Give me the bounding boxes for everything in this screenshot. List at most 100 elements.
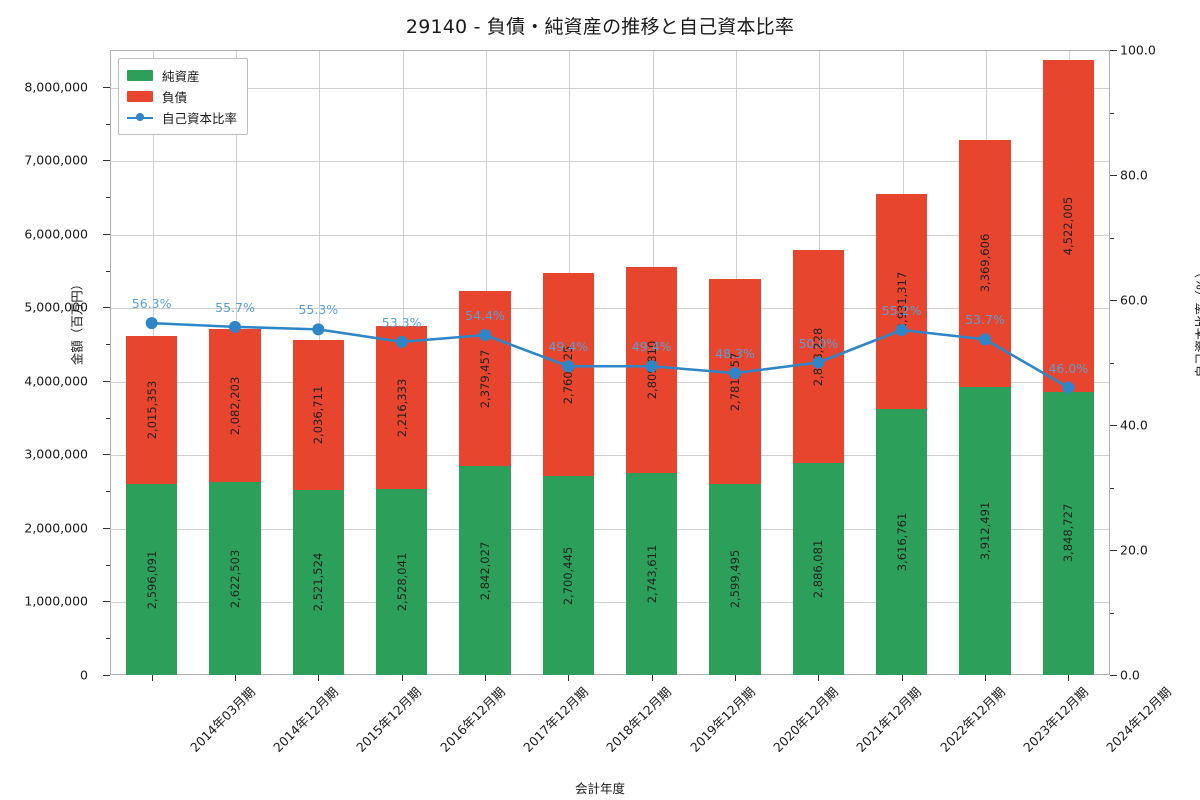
- bar-column[interactable]: 2,596,091 2,015,353: [125, 50, 178, 675]
- equity-ratio-marker[interactable]: [312, 323, 325, 336]
- equity-ratio-marker[interactable]: [812, 356, 825, 369]
- equity-ratio-marker[interactable]: [562, 360, 575, 373]
- legend-item-liabilities[interactable]: 負債: [127, 86, 237, 107]
- x-tick-label: 2017年12月期: [520, 684, 591, 755]
- x-tick-mark: [818, 675, 820, 681]
- equity-ratio-marker[interactable]: [1062, 381, 1075, 394]
- y-tick-mark-left-minor: [106, 197, 110, 199]
- bar-column[interactable]: 3,848,727 4,522,005: [1042, 50, 1095, 675]
- equity-ratio-marker[interactable]: [729, 367, 741, 380]
- bar-segment-equity[interactable]: 2,521,524: [292, 489, 345, 675]
- bar-segment-equity[interactable]: 3,912,491: [959, 387, 1011, 675]
- bar-segment-liabilities[interactable]: 2,015,353: [125, 335, 178, 485]
- y-tick-label-left: 2,000,000: [24, 520, 88, 536]
- bar-column[interactable]: 2,599,495 2,781,857: [709, 50, 761, 675]
- gridline-horizontal: [111, 161, 1109, 163]
- equity-ratio-value-label: 55.7%: [215, 299, 255, 315]
- gridline-horizontal: [111, 234, 1109, 236]
- y-tick-label-right: 60.0: [1120, 292, 1148, 308]
- equity-ratio-marker[interactable]: [979, 333, 991, 346]
- y-tick-mark-left-minor: [106, 491, 110, 493]
- equity-ratio-value-label: 54.4%: [465, 308, 505, 323]
- y-tick-label-right: 40.0: [1120, 417, 1148, 433]
- equity-ratio-marker[interactable]: [229, 320, 241, 333]
- x-tick-label: 2022年12月期: [936, 684, 1008, 755]
- equity-ratio-marker[interactable]: [145, 317, 158, 330]
- x-axis-label: 会計年度: [574, 781, 625, 796]
- gridline-horizontal: [111, 308, 1109, 310]
- equity-ratio-value-label: 49.4%: [631, 339, 672, 355]
- x-tick-mark: [985, 675, 986, 681]
- equity-ratio-line: [150, 321, 1070, 389]
- y-tick-mark-left: [103, 380, 110, 382]
- bar-segment-equity[interactable]: 2,528,041: [375, 489, 428, 675]
- bar-segment-equity[interactable]: 2,622,503: [209, 482, 261, 675]
- y-axis-label-left: 金額（百万円）: [69, 277, 85, 366]
- bar-segment-equity[interactable]: 3,848,727: [1042, 392, 1095, 675]
- bar-column[interactable]: 2,842,027 2,379,457: [459, 50, 511, 675]
- bar-segment-liabilities[interactable]: 2,379,457: [459, 291, 511, 467]
- bar-segment-liabilities[interactable]: 2,931,317: [875, 193, 928, 410]
- y-tick-mark-right: [1110, 50, 1117, 51]
- y-axis-label-right: 自己資本比率（%）: [1193, 265, 1200, 378]
- bar-segment-liabilities[interactable]: 2,082,203: [209, 329, 261, 483]
- bar-segment-equity[interactable]: 2,599,495: [709, 483, 761, 675]
- y-tick-mark-left: [103, 233, 110, 235]
- bar-column[interactable]: 2,700,445 2,760,925: [542, 50, 595, 675]
- y-tick-label-left: 7,000,000: [24, 152, 88, 168]
- x-tick-mark: [235, 675, 236, 681]
- legend-label-equity-ratio: 自己資本比率: [162, 111, 238, 126]
- equity-ratio-marker[interactable]: [895, 324, 908, 336]
- bar-segment-equity[interactable]: 2,886,081: [792, 462, 845, 675]
- bar-segment-liabilities[interactable]: 3,369,606: [959, 139, 1011, 388]
- bar-segment-liabilities[interactable]: 2,216,333: [375, 326, 428, 490]
- bar-segment-equity[interactable]: 2,743,611: [625, 473, 678, 675]
- y-tick-mark-left: [103, 601, 110, 603]
- gridline-horizontal: [111, 455, 1109, 457]
- y-tick-label-left: 6,000,000: [24, 226, 88, 242]
- bar-segment-equity[interactable]: 2,700,445: [542, 476, 595, 675]
- bar-segment-liabilities[interactable]: 4,522,005: [1042, 59, 1095, 392]
- x-tick-mark: [901, 675, 903, 681]
- legend-swatch-equity-ratio: [127, 112, 153, 123]
- legend-item-equity[interactable]: 純資産: [127, 65, 237, 86]
- y-tick-mark-right-minor: [1110, 612, 1114, 614]
- bar-column[interactable]: 2,528,041 2,216,333: [375, 50, 428, 675]
- bar-column[interactable]: 2,521,524 2,036,711: [292, 50, 345, 675]
- x-tick-mark: [735, 675, 736, 681]
- y-tick-mark-left: [103, 86, 110, 88]
- bar-segment-equity[interactable]: 2,842,027: [459, 466, 511, 675]
- bar-segment-liabilities[interactable]: 2,781,857: [709, 279, 761, 484]
- bar-column[interactable]: 3,912,491 3,369,606: [959, 50, 1011, 675]
- equity-ratio-marker[interactable]: [479, 329, 491, 341]
- legend-item-equity-ratio[interactable]: 自己資本比率: [127, 107, 237, 128]
- y-tick-mark-left-minor: [106, 564, 110, 566]
- gridline-horizontal: [111, 87, 1109, 89]
- y-tick-mark-right-minor: [1110, 112, 1114, 114]
- x-tick-label: 2014年03月期: [186, 684, 258, 755]
- x-tick-label: 2018年12月期: [603, 684, 675, 755]
- equity-ratio-marker[interactable]: [645, 360, 658, 373]
- legend-swatch-liabilities: [127, 91, 153, 102]
- y-tick-mark-right: [1110, 175, 1117, 176]
- bar-segment-equity[interactable]: 3,616,761: [875, 409, 928, 675]
- y-tick-mark-right-minor: [1110, 362, 1114, 364]
- ratio-line-layer: [145, 317, 1075, 394]
- y-tick-label-right: 80.0: [1120, 167, 1148, 183]
- y-tick-mark-left-minor: [106, 270, 110, 272]
- bar-segment-liabilities[interactable]: 2,760,925: [542, 273, 595, 477]
- bar-column[interactable]: 2,622,503 2,082,203: [209, 50, 261, 675]
- bar-segment-liabilities[interactable]: 2,036,711: [292, 339, 345, 490]
- y-tick-mark-left-minor: [106, 417, 110, 419]
- y-tick-mark-right: [1110, 675, 1117, 676]
- bar-segment-equity[interactable]: 2,596,091: [125, 484, 178, 675]
- y-tick-mark-left-minor: [106, 344, 110, 346]
- y-tick-mark-left: [103, 527, 110, 529]
- equity-ratio-marker[interactable]: [395, 335, 408, 348]
- x-tick-mark: [151, 675, 153, 681]
- gridline-horizontal: [111, 528, 1109, 530]
- bar-column[interactable]: 3,616,761 2,931,317: [875, 50, 928, 675]
- y-tick-label-right: 100.0: [1120, 42, 1156, 58]
